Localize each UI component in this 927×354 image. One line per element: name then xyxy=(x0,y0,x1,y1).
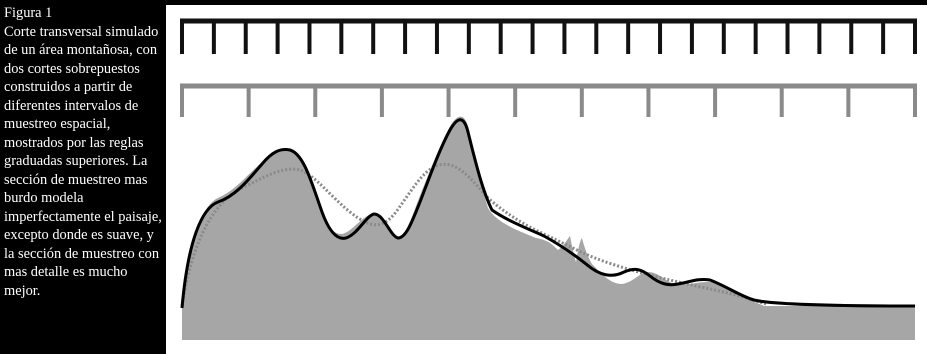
caption-body: Corte transversal simulado de un área mo… xyxy=(4,23,162,299)
graduated-rulers xyxy=(180,18,917,117)
cross-section-svg xyxy=(166,0,927,354)
cross-section-figure xyxy=(166,0,927,354)
coarse-sampling-profile xyxy=(180,162,767,307)
fine-sampling-profile xyxy=(180,118,916,309)
caption-title: Figura 1 xyxy=(4,5,53,21)
terrain-area xyxy=(182,116,915,340)
terrain-profile xyxy=(180,116,916,340)
figure-caption: Figura 1 Corte transversal simulado de u… xyxy=(0,0,166,354)
